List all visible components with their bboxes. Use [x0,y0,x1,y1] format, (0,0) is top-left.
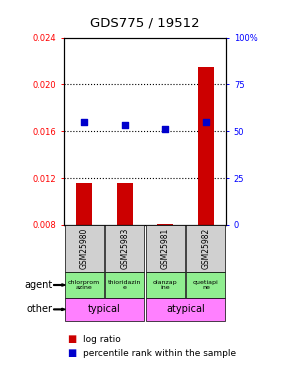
Point [163,126,168,132]
Text: GSM25981: GSM25981 [161,228,170,269]
Text: ■: ■ [67,334,76,344]
Point [122,122,127,128]
Text: quetiapi
ne: quetiapi ne [193,280,219,290]
Text: agent: agent [24,280,52,290]
Text: ■: ■ [67,348,76,358]
Point [82,119,86,125]
Text: percentile rank within the sample: percentile rank within the sample [83,349,236,358]
Text: GDS775 / 19512: GDS775 / 19512 [90,17,200,30]
Bar [157,224,173,225]
Bar [198,67,214,225]
Text: chlorprom
azine: chlorprom azine [68,280,100,290]
Bar [117,183,133,225]
Bar [76,183,92,225]
Text: atypical: atypical [166,304,205,314]
Text: olanzap
ine: olanzap ine [153,280,177,290]
Text: GSM25982: GSM25982 [201,228,211,269]
Text: GSM25980: GSM25980 [79,228,89,269]
Text: GSM25983: GSM25983 [120,228,129,269]
Point [204,119,208,125]
Text: other: other [26,304,52,314]
Text: log ratio: log ratio [83,335,120,344]
Text: thioridazin
e: thioridazin e [108,280,142,290]
Text: typical: typical [88,304,121,314]
